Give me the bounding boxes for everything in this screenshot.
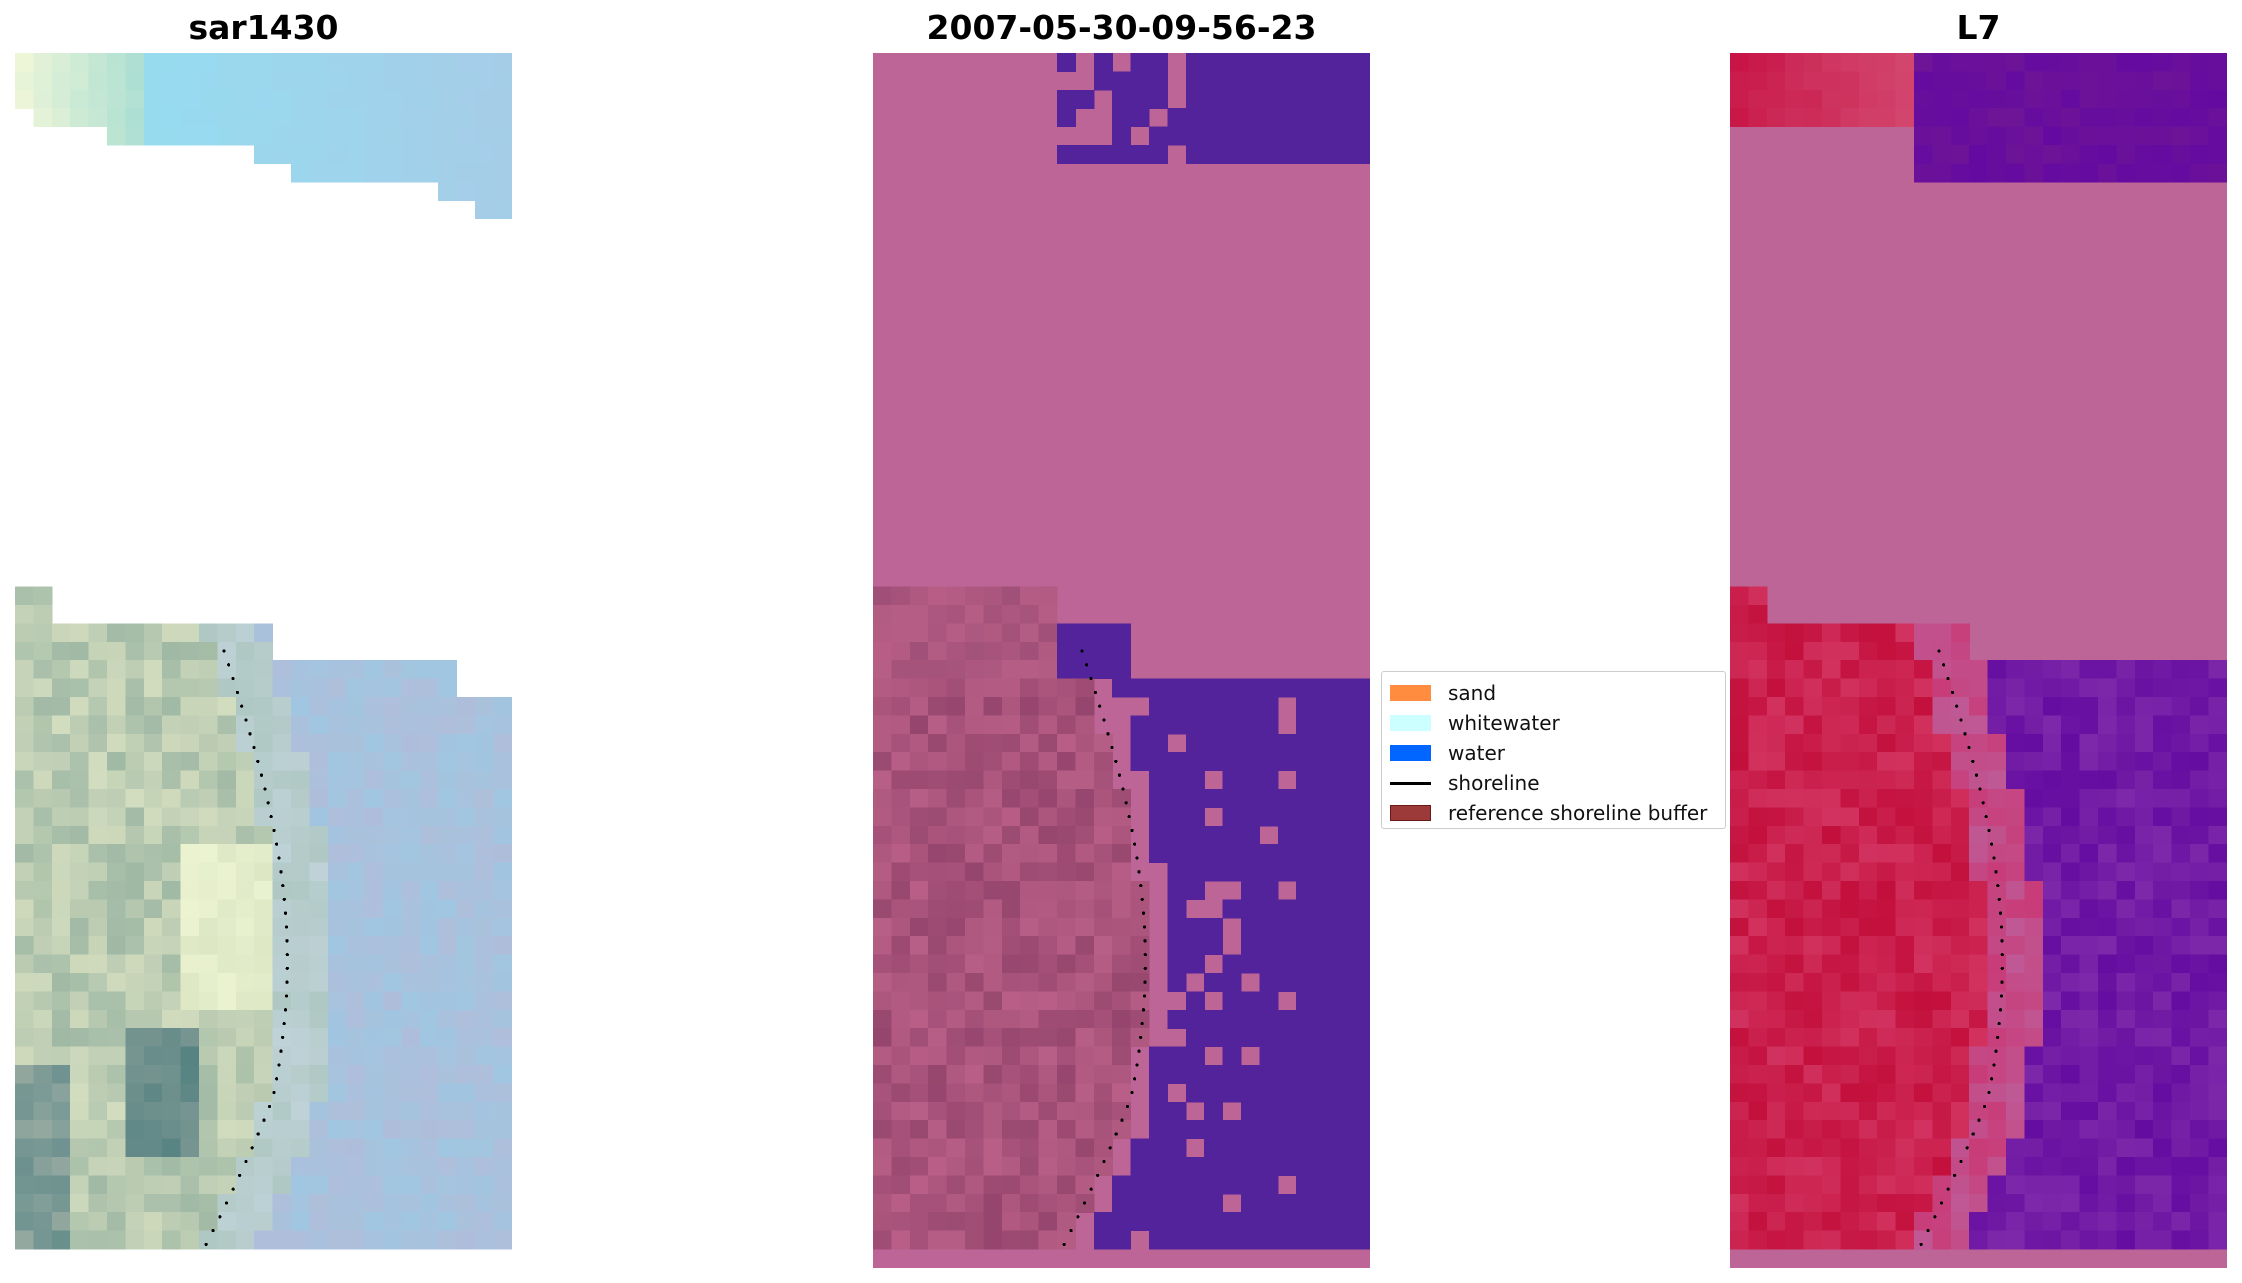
- legend-line-shoreline: [1390, 781, 1431, 785]
- legend-item-shoreline: shoreline: [1390, 768, 1717, 798]
- legend-label-reference-buffer: reference shoreline buffer: [1448, 801, 1708, 825]
- legend: sand whitewater water shoreline referenc…: [1381, 671, 1726, 829]
- legend-item-reference-buffer: reference shoreline buffer: [1390, 798, 1717, 828]
- legend-item-sand: sand: [1390, 678, 1717, 708]
- panel-title-index: L7: [1956, 8, 2001, 47]
- legend-label-shoreline: shoreline: [1448, 771, 1540, 795]
- panel-title-classified: 2007-05-30-09-56-23: [926, 8, 1317, 47]
- classified-image: [873, 53, 1370, 1268]
- legend-swatch-reference-buffer: [1390, 805, 1431, 821]
- legend-item-whitewater: whitewater: [1390, 708, 1717, 738]
- panel-title-rgb: sar1430: [188, 8, 339, 47]
- classified-image-panel: [873, 53, 1370, 1268]
- legend-swatch-sand: [1390, 685, 1431, 701]
- legend-swatch-water: [1390, 745, 1431, 761]
- legend-label-water: water: [1448, 741, 1505, 765]
- index-image: [1730, 53, 2227, 1268]
- legend-label-sand: sand: [1448, 681, 1497, 705]
- legend-swatch-whitewater: [1390, 715, 1431, 731]
- index-image-panel: [1730, 53, 2227, 1268]
- legend-item-water: water: [1390, 738, 1717, 768]
- legend-label-whitewater: whitewater: [1448, 711, 1560, 735]
- rgb-image-panel: [15, 53, 512, 1268]
- rgb-image: [15, 53, 512, 1250]
